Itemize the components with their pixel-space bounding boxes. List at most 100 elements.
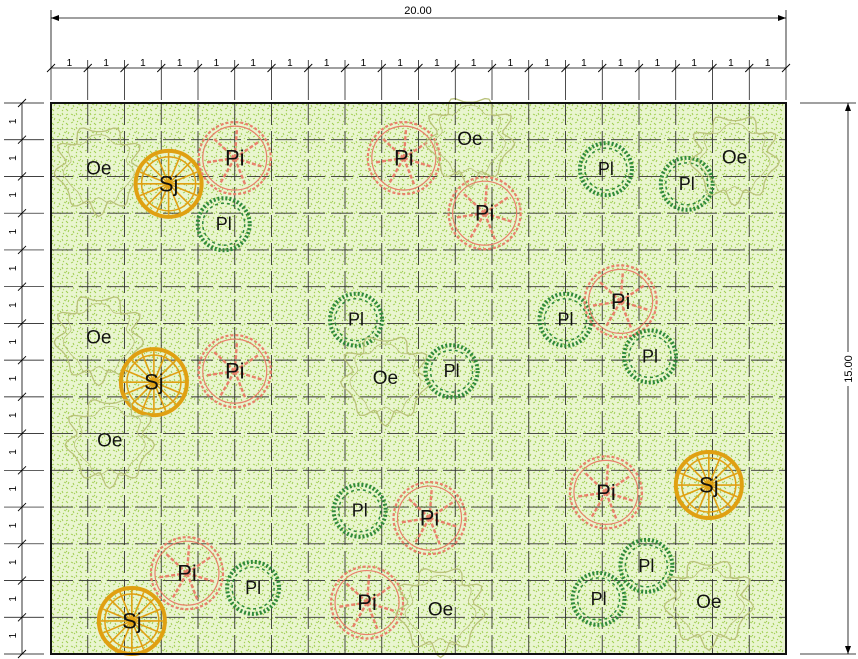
plant-code-label: Pl xyxy=(348,310,364,330)
plant-pl: Pl xyxy=(423,343,480,400)
module-height-label: 1 xyxy=(8,522,19,528)
module-width-label: 1 xyxy=(177,58,183,69)
plant-oe: Oe xyxy=(395,568,486,659)
plant-code-label: Pl xyxy=(245,578,261,598)
plant-code-label: Oe xyxy=(86,159,111,180)
module-height-label: 1 xyxy=(8,228,19,234)
module-height-label: 1 xyxy=(8,412,19,418)
module-width-label: 1 xyxy=(691,58,697,69)
plant-code-label: Pl xyxy=(352,501,368,521)
plant-pl: Pl xyxy=(622,328,679,385)
plant-code-label: Pi xyxy=(596,480,616,505)
plant-code-label: Oe xyxy=(97,430,122,451)
plant-code-label: Oe xyxy=(373,368,398,389)
plant-pl: Pl xyxy=(537,291,594,348)
overall-height-label: 15.00 xyxy=(843,355,855,383)
module-width-label: 1 xyxy=(397,58,403,69)
plant-pi: Pi xyxy=(583,264,658,339)
plant-pi: Pi xyxy=(329,565,405,640)
module-height-label: 1 xyxy=(8,375,19,381)
plant-pl: Pl xyxy=(577,141,634,198)
plant-sj: Sj xyxy=(96,585,167,656)
module-width-label: 1 xyxy=(471,58,477,69)
plant-pi: Pi xyxy=(197,334,272,409)
plant-code-label: Pi xyxy=(357,590,377,615)
module-height-label: 1 xyxy=(8,155,19,161)
plant-code-label: Pl xyxy=(557,310,573,330)
module-height-label: 1 xyxy=(8,559,19,565)
module-width-label: 1 xyxy=(250,58,256,69)
overall-width-label: 20.00 xyxy=(404,5,432,17)
plant-pi: Pi xyxy=(149,536,225,611)
plant-oe: Oe xyxy=(424,97,516,189)
plant-code-label: Pl xyxy=(638,556,654,576)
module-width-label: 1 xyxy=(434,58,440,69)
plant-pi: Pi xyxy=(197,121,272,196)
plants-layer: Oe Sj Pi Pl Pi Oe Pi Pl Pl Oe Oe Sj Pi Pl Oe Pl Pl Pi Pl Oe… xyxy=(53,97,780,659)
plant-pl: Pl xyxy=(618,537,675,594)
plant-code-label: Oe xyxy=(428,599,453,620)
left-module-dimensions: 1 1 1 1 1 1 1 1 1 1 1 1 1 1 1 xyxy=(4,98,44,659)
module-width-label: 1 xyxy=(103,58,109,69)
planting-area-border xyxy=(50,102,787,655)
module-width-label: 1 xyxy=(67,58,73,69)
plant-code-label: Sj xyxy=(699,473,719,498)
module-height-label: 1 xyxy=(8,192,19,198)
module-width-label: 1 xyxy=(655,58,661,69)
plant-pl: Pl xyxy=(331,482,388,539)
plant-code-label: Oe xyxy=(696,592,721,613)
overall-height-dimension: 15.00 xyxy=(800,102,856,655)
plant-code-label: Sj xyxy=(122,608,142,633)
module-width-label: 1 xyxy=(214,58,220,69)
plant-code-label: Pl xyxy=(591,589,607,609)
plant-oe: Oe xyxy=(64,399,156,490)
module-width-label: 1 xyxy=(361,58,367,69)
plant-sj: Sj xyxy=(118,347,189,418)
plant-code-label: Sj xyxy=(144,370,164,395)
top-module-dimensions: 1 1 1 1 1 1 1 1 1 1 1 1 1 1 1 1 1 1 1 1 xyxy=(46,58,791,100)
module-width-label: 1 xyxy=(508,58,514,69)
module-height-label: 1 xyxy=(8,302,19,308)
plant-code-label: Pi xyxy=(225,146,245,171)
plant-pl: Pl xyxy=(658,155,715,212)
module-height-label: 1 xyxy=(8,632,19,638)
plant-pl: Pl xyxy=(225,559,282,616)
module-height-label: 1 xyxy=(8,118,19,124)
module-height-label: 1 xyxy=(8,485,19,491)
plant-code-label: Pi xyxy=(177,561,197,586)
plant-pi: Pi xyxy=(366,121,441,196)
module-width-label: 1 xyxy=(544,58,550,69)
module-height-label: 1 xyxy=(8,339,19,345)
plant-code-label: Pi xyxy=(420,506,440,531)
plant-code-label: Pl xyxy=(642,346,658,366)
plant-code-label: Pl xyxy=(444,361,460,381)
plant-code-label: Pl xyxy=(598,159,614,179)
plant-pl: Pl xyxy=(328,291,385,348)
plant-oe: Oe xyxy=(663,560,755,651)
module-width-label: 1 xyxy=(728,58,734,69)
plant-oe: Oe xyxy=(340,336,431,427)
module-height-label: 1 xyxy=(8,265,19,271)
plant-code-label: Pi xyxy=(611,289,631,314)
overall-width-dimension: 20.00 xyxy=(50,5,787,60)
module-height-label: 1 xyxy=(8,449,19,455)
plant-oe: Oe xyxy=(689,116,780,207)
plant-code-label: Pl xyxy=(679,174,695,194)
module-width-label: 1 xyxy=(324,58,330,69)
plant-pi: Pi xyxy=(447,176,522,251)
plant-code-label: Pi xyxy=(225,359,245,384)
module-width-label: 1 xyxy=(618,58,624,69)
plant-code-label: Pl xyxy=(216,214,232,234)
plant-code-label: Oe xyxy=(86,328,111,349)
module-height-label: 1 xyxy=(8,596,19,602)
plant-oe: Oe xyxy=(53,127,145,218)
module-width-label: 1 xyxy=(287,58,293,69)
plant-code-label: Pi xyxy=(394,146,414,171)
plant-sj: Sj xyxy=(673,450,744,521)
plant-code-label: Oe xyxy=(722,148,747,169)
module-width-label: 1 xyxy=(140,58,146,69)
plant-pl: Pl xyxy=(195,196,252,253)
plant-code-label: Oe xyxy=(457,129,482,150)
plant-code-label: Pi xyxy=(475,201,495,226)
